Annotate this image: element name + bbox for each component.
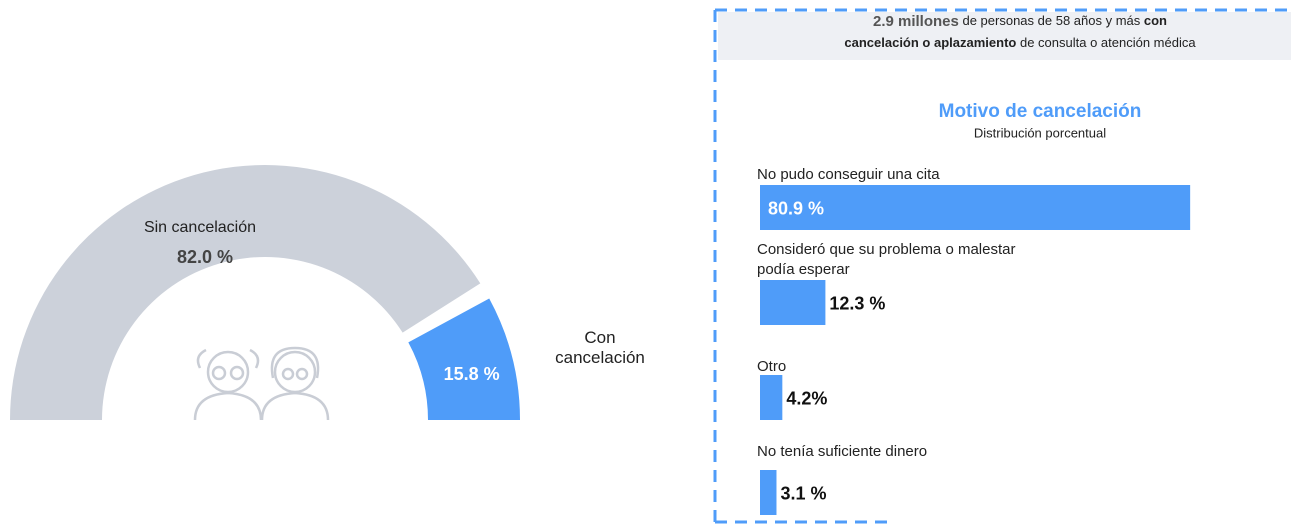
donut-segment (408, 298, 520, 420)
category-label: Otro (757, 358, 787, 375)
donut-segment (10, 164, 481, 420)
bar-title: Motivo de cancelación (939, 101, 1142, 122)
category-label-box: Sin cancelación (143, 219, 257, 236)
value-label: 4.2% (786, 388, 827, 408)
bar (760, 185, 1191, 230)
bar (760, 375, 783, 420)
category-label: Sin cancelación (143, 219, 257, 236)
header-text: de personas de 58 años y más (962, 13, 1140, 28)
category-label-box: Con cancelación (555, 328, 645, 367)
header-line1: 2.9 millones de personas de 58 años y má… (873, 13, 1167, 30)
elderly-icon (193, 346, 330, 421)
header-bg (718, 12, 1291, 60)
category-label: Con cancelación (555, 328, 645, 367)
bar (760, 280, 826, 325)
category-label-box: No pudo conseguir una cita (757, 166, 940, 183)
value-label: 80.9 % (768, 198, 824, 218)
category-label-box: Otro (757, 358, 787, 375)
value-label: 12.3 % (829, 293, 885, 313)
header-bold: 2.9 millones (873, 13, 959, 30)
category-label: No tenía suficiente dinero (757, 443, 928, 460)
bar-subtitle: Distribución porcentual (974, 125, 1106, 140)
category-label: Consideró que su problema o malestar pod… (757, 241, 1016, 278)
header-text: de consulta o atención médica (1020, 35, 1196, 50)
header-bold: con (1144, 13, 1167, 28)
value-label: 82.0 % (177, 247, 233, 267)
header-bold: cancelación o aplazamiento (844, 35, 1016, 50)
value-label: 15.8 % (444, 364, 500, 384)
header-line2: cancelación o aplazamiento de consulta o… (844, 35, 1196, 50)
bar (760, 470, 777, 515)
frame (713, 8, 1291, 524)
category-label-box: No tenía suficiente dinero (757, 443, 928, 460)
category-label: No pudo conseguir una cita (757, 166, 940, 183)
category-label-box: Consideró que su problema o malestar pod… (757, 241, 1016, 278)
value-label: 3.1 % (780, 483, 826, 503)
